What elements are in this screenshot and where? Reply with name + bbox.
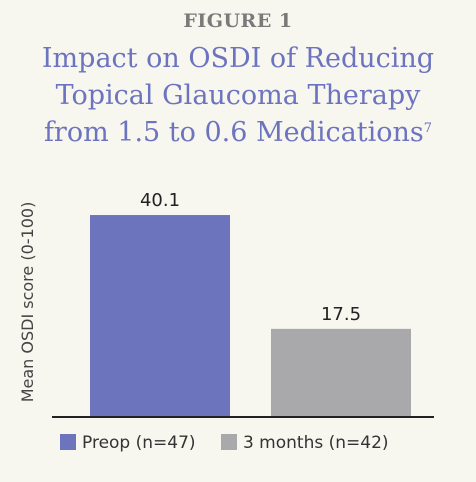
legend-item-preop: Preop (n=47): [60, 433, 196, 453]
data-label-preop: 40.1: [140, 190, 180, 211]
title-line-2: Topical Glaucoma Therapy: [55, 80, 421, 111]
bar-preop: [90, 215, 230, 417]
bar-3-months: [271, 328, 411, 417]
figure-label: FIGURE 1: [183, 10, 293, 32]
title-line-1: Impact on OSDI of Reducing: [41, 43, 435, 74]
title-line-3-text: from 1.5 to 0.6 Medications: [43, 117, 424, 148]
legend: Preop (n=47) 3 months (n=42): [60, 433, 409, 453]
legend-label-preop: Preop (n=47): [82, 433, 196, 453]
legend-item-3-months: 3 months (n=42): [220, 433, 389, 453]
legend-swatch-3-months: [220, 434, 237, 450]
y-axis-label: Mean OSDI score (0-100): [18, 202, 37, 403]
chart-title: Impact on OSDI of Reducing Topical Glauc…: [0, 40, 476, 151]
data-label-3-months: 17.5: [321, 304, 361, 325]
title-line-3: from 1.5 to 0.6 Medications7: [0, 114, 476, 151]
legend-swatch-preop: [60, 434, 76, 450]
title-reference: 7: [423, 121, 433, 136]
legend-label-3-months: 3 months (n=42): [242, 433, 389, 453]
bars: 40.1 17.5: [90, 190, 411, 417]
